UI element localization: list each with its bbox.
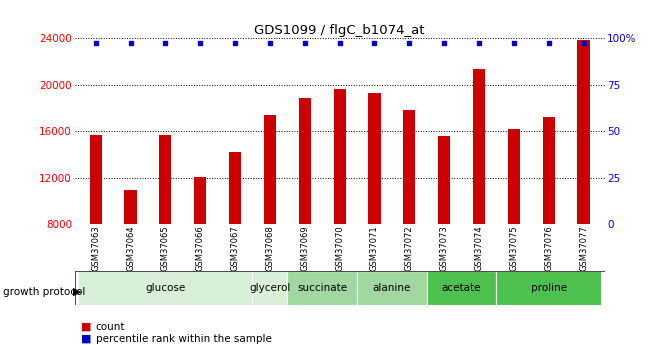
Bar (369, 93, 381, 224)
Text: GSM37072: GSM37072 (405, 226, 414, 271)
Text: glycerol: glycerol (249, 283, 291, 293)
Bar (333, 89, 346, 224)
Text: ■: ■ (81, 334, 92, 344)
Text: GSM37073: GSM37073 (439, 226, 448, 272)
Bar (473, 69, 485, 224)
Bar (427, 271, 497, 305)
Bar (543, 117, 555, 224)
Text: GSM37066: GSM37066 (196, 226, 205, 272)
Bar (298, 99, 311, 224)
Bar (78, 271, 252, 305)
Text: GSM37071: GSM37071 (370, 226, 379, 271)
Bar (124, 190, 136, 224)
Text: acetate: acetate (442, 283, 482, 293)
Text: GSM37069: GSM37069 (300, 226, 309, 271)
Text: GSM37063: GSM37063 (91, 226, 100, 272)
Bar (357, 271, 427, 305)
Bar (497, 271, 601, 305)
Bar (252, 271, 287, 305)
Text: percentile rank within the sample: percentile rank within the sample (96, 334, 272, 344)
Text: alanine: alanine (372, 283, 411, 293)
Text: GSM37074: GSM37074 (474, 226, 484, 271)
Text: succinate: succinate (297, 283, 347, 293)
Text: GSM37064: GSM37064 (126, 226, 135, 271)
Bar (229, 152, 241, 224)
Text: GSM37076: GSM37076 (544, 226, 553, 272)
Text: GSM37068: GSM37068 (265, 226, 274, 272)
Text: count: count (96, 322, 125, 332)
Text: GSM37065: GSM37065 (161, 226, 170, 271)
Text: GSM37075: GSM37075 (510, 226, 519, 271)
Bar (403, 110, 415, 224)
Title: GDS1099 / flgC_b1074_at: GDS1099 / flgC_b1074_at (254, 24, 425, 37)
Bar (90, 135, 102, 224)
Bar (438, 136, 450, 224)
Text: GSM37077: GSM37077 (579, 226, 588, 272)
Text: growth protocol: growth protocol (3, 287, 86, 296)
Bar (194, 177, 206, 224)
Text: GSM37067: GSM37067 (231, 226, 240, 272)
Bar (508, 129, 520, 224)
Text: proline: proline (530, 283, 567, 293)
Text: glucose: glucose (145, 283, 185, 293)
Bar (577, 40, 590, 224)
Text: GSM37070: GSM37070 (335, 226, 344, 271)
Bar (159, 135, 172, 224)
Bar (287, 271, 357, 305)
Text: ■: ■ (81, 322, 92, 332)
Text: ▶: ▶ (73, 287, 82, 296)
Bar (264, 115, 276, 224)
